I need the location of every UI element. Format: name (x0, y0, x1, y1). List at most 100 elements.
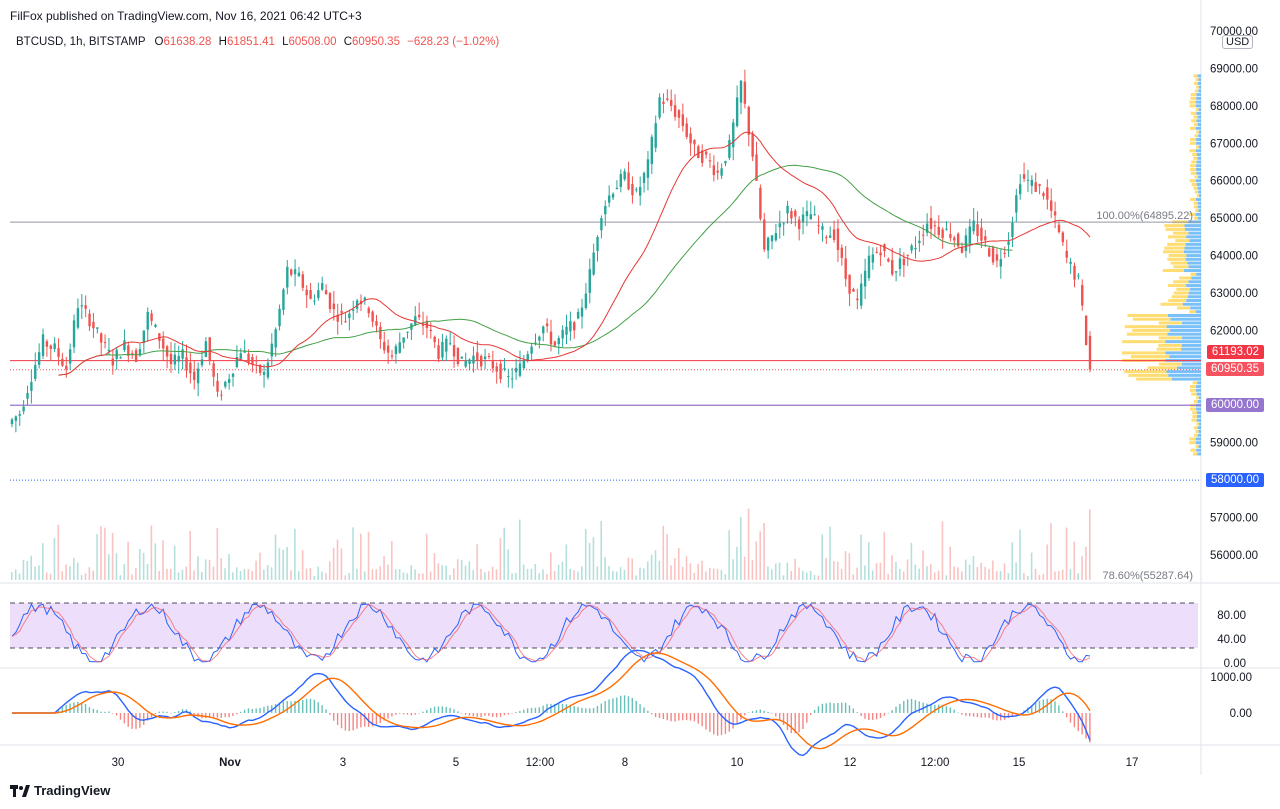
volume-bar-183 (720, 569, 723, 580)
volume-bar-221 (867, 542, 870, 580)
volume-bar-154 (608, 565, 610, 580)
volume-bar-223 (875, 563, 878, 580)
volume-bar-149 (588, 542, 591, 580)
vp-yellow-68100 (1189, 100, 1196, 104)
macd-hist-67 (271, 705, 273, 713)
candle-body-65 (262, 371, 266, 376)
vp-blue-60400 (1195, 388, 1201, 392)
volume-bar-119 (472, 570, 475, 580)
macd-hist-162 (639, 704, 641, 713)
volume-bar-23 (100, 526, 102, 580)
candle-body-242 (949, 233, 952, 238)
macd-hist-69 (278, 702, 281, 713)
volume-bar-235 (922, 550, 924, 580)
candle-body-29 (123, 340, 126, 351)
macd-hist-60 (243, 709, 246, 713)
volume-bar-200 (786, 562, 789, 580)
macd-hist-191 (751, 711, 754, 713)
volume-bar-249 (976, 567, 979, 580)
candle-body-89 (355, 300, 359, 309)
volume-bar-19 (84, 573, 87, 580)
macd-hist-157 (619, 695, 622, 713)
macd-hist-61 (247, 708, 250, 713)
candle-body-77 (309, 290, 312, 299)
candle-body-104 (414, 316, 417, 325)
candle-body-118 (468, 359, 471, 364)
volume-bar-51 (208, 559, 211, 580)
candle-body-145 (573, 322, 576, 331)
volume-bar-100 (398, 568, 401, 580)
vp-blue-62000 (1170, 328, 1201, 332)
candle-body-211 (828, 235, 832, 238)
volume-bar-190 (747, 508, 750, 580)
volume-bar-278 (1089, 509, 1091, 580)
macd-hist-262 (1027, 707, 1029, 713)
candle-body-189 (743, 81, 747, 104)
candle-body-161 (635, 189, 638, 191)
currency-badge[interactable]: USD (1222, 35, 1254, 49)
vp-blue-63400 (1191, 276, 1201, 280)
vp-blue-64400 (1189, 239, 1201, 243)
horizontal-levels (10, 221, 1201, 481)
vp-yellow-67500 (1194, 123, 1198, 127)
vp-yellow-68800 (1193, 74, 1198, 78)
volume-bar-111 (441, 565, 444, 580)
volume-bar-199 (782, 575, 785, 580)
macd-hist-161 (635, 700, 637, 713)
macd-hist-30 (127, 713, 129, 727)
tradingview-logo[interactable]: TradingView (10, 783, 110, 798)
time-tick-1: Nov (219, 757, 241, 769)
macd-hist-22 (96, 709, 98, 713)
macd-hist-13 (61, 707, 64, 713)
vp-blue-61100 (1182, 362, 1201, 366)
price-tick-11: 67000.00 (1210, 138, 1258, 150)
macd-hist-156 (616, 697, 618, 713)
macd-hist-98 (391, 713, 393, 717)
candle-body-56 (227, 379, 231, 383)
vp-blue-59100 (1195, 437, 1201, 441)
volume-bar-63 (255, 560, 257, 580)
candle-body-2 (18, 414, 21, 416)
macd-hist-175 (689, 713, 692, 721)
candle-body-253 (991, 247, 995, 263)
volume-bar-176 (693, 572, 696, 580)
candle-body-268 (1050, 200, 1053, 211)
volume-bar-206 (809, 570, 812, 580)
volume-bar-224 (879, 562, 882, 580)
macd-hist-220 (864, 713, 866, 719)
vp-blue-68400 (1198, 89, 1201, 93)
price-tick-12: 68000.00 (1210, 101, 1258, 113)
volume-bar-65 (263, 569, 265, 580)
macd-hist-200 (786, 713, 789, 730)
macd-hist-237 (930, 704, 932, 713)
candle-body-15 (68, 349, 72, 364)
candle-body-178 (701, 150, 704, 163)
candle-body-252 (987, 248, 991, 257)
volume-bar-211 (829, 526, 831, 580)
volume-bar-33 (138, 548, 141, 580)
candle-body-215 (844, 258, 847, 280)
macd-hist-18 (80, 702, 83, 713)
candle-body-106 (421, 323, 425, 326)
volume-bar-277 (1085, 546, 1087, 580)
vp-yellow-58800 (1190, 448, 1197, 452)
vp-blue-64300 (1185, 242, 1201, 246)
candle-body-248 (972, 220, 975, 232)
candle-body-216 (848, 274, 851, 294)
candle-body-232 (910, 245, 913, 251)
macd-hist-255 (1000, 713, 1002, 721)
candle-body-35 (146, 311, 149, 330)
volume-bar-39 (162, 540, 164, 580)
candle-body-102 (406, 331, 409, 333)
volume-bar-38 (158, 571, 160, 580)
candle-body-54 (220, 394, 223, 396)
volume-bar-12 (57, 524, 60, 580)
vp-yellow-62900 (1171, 295, 1188, 299)
candle-body-226 (887, 258, 890, 262)
macd-hist-19 (84, 703, 87, 713)
macd-hist-55 (224, 713, 226, 718)
volume-bar-2 (18, 573, 21, 580)
candle-body-208 (817, 225, 820, 227)
macd-hist-252 (988, 713, 990, 718)
